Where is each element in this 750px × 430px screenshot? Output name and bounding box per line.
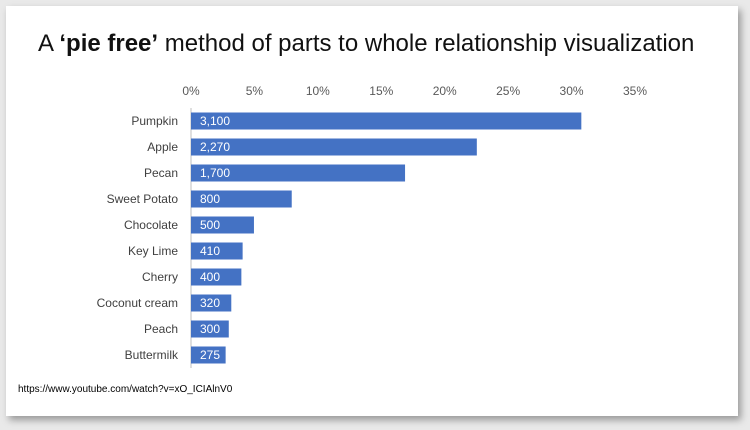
x-tick-label: 20%	[433, 84, 457, 98]
bar	[191, 346, 226, 364]
bar	[191, 138, 477, 156]
data-label: 1,700	[200, 166, 230, 180]
x-tick-label: 35%	[623, 84, 647, 98]
bar	[191, 268, 242, 286]
bar	[191, 216, 254, 234]
bar	[191, 294, 232, 312]
category-label: Peach	[144, 322, 178, 336]
title-emphasis: ‘pie free’	[59, 30, 159, 57]
bar	[191, 164, 406, 182]
bars: Pumpkin 3,100 Apple 2,270 Pecan 1,700 Sweet Po…	[97, 112, 582, 364]
category-label: Apple	[147, 140, 178, 154]
category-label: Buttermilk	[125, 348, 179, 362]
x-axis-ticks: 0% 5% 10% 15% 20% 25% 30% 35%	[182, 84, 647, 98]
category-label: Key Lime	[128, 244, 178, 258]
chart-title: A ‘pie free’ method of parts to whole re…	[38, 30, 694, 58]
category-label: Cherry	[142, 270, 178, 284]
category-label: Chocolate	[124, 218, 178, 232]
x-tick-label: 5%	[246, 84, 264, 98]
data-label: 3,100	[200, 114, 230, 128]
category-label: Pecan	[144, 166, 178, 180]
x-tick-label: 0%	[182, 84, 200, 98]
x-tick-label: 10%	[306, 84, 330, 98]
data-label: 410	[200, 244, 220, 258]
category-label: Pumpkin	[131, 114, 178, 128]
data-label: 300	[200, 322, 220, 336]
x-tick-label: 25%	[496, 84, 520, 98]
source-url[interactable]: https://www.youtube.com/watch?v=xO_ICIAl…	[18, 384, 233, 395]
x-tick-label: 30%	[560, 84, 584, 98]
bar	[191, 190, 292, 208]
category-label: Sweet Potato	[107, 192, 179, 206]
data-label: 400	[200, 270, 220, 284]
data-label: 500	[200, 218, 220, 232]
data-label: 275	[200, 348, 220, 362]
title-prefix: A	[38, 30, 60, 57]
bar	[191, 112, 582, 130]
data-label: 2,270	[200, 140, 230, 154]
data-label: 800	[200, 192, 220, 206]
bar	[191, 242, 243, 260]
data-label: 320	[200, 296, 220, 310]
title-suffix: method of parts to whole relationship vi…	[158, 30, 695, 57]
x-tick-label: 15%	[369, 84, 393, 98]
slide	[6, 6, 738, 416]
bar	[191, 320, 229, 338]
category-label: Coconut cream	[97, 296, 178, 310]
